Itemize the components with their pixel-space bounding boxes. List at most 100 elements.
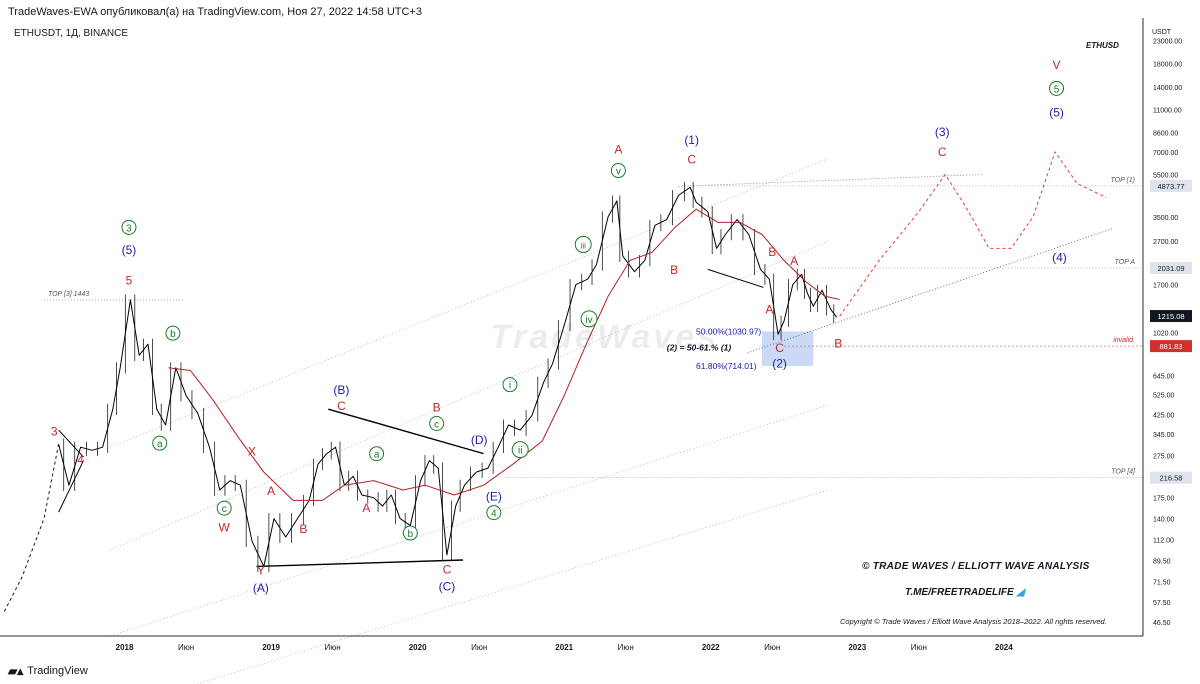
tradingview-logo[interactable]: ▰▴ TradingView (8, 664, 88, 678)
price-badge (1150, 471, 1192, 484)
wave-label-text: A (765, 302, 773, 316)
wave-label-text: c (434, 419, 439, 430)
wave-label: B (768, 245, 776, 259)
wave-label-text: W (219, 520, 231, 534)
reference-label: TOP [4] (1111, 469, 1136, 476)
wave-label: 4 (77, 453, 84, 467)
y-tick-label: 3500.00 (1153, 215, 1178, 222)
y-tick-label: 18000.00 (1153, 61, 1182, 68)
wave-label-text: b (408, 529, 414, 540)
price-badge-label: 2031.09 (1157, 264, 1184, 273)
wave-label-circle (486, 505, 502, 521)
wave-label-text: C (443, 562, 452, 576)
y-tick-label: 2700.00 (1153, 239, 1178, 246)
wave-label-text: A (267, 484, 275, 498)
x-tick-label: 2020 (409, 643, 427, 652)
trendline (328, 408, 484, 455)
x-tick-label: 2021 (555, 643, 573, 652)
wave-label: (B) (333, 383, 349, 397)
wave-label-text: B (670, 263, 678, 277)
wave-label-text: A (790, 254, 798, 268)
telegram-icon: ◢ (1016, 587, 1025, 598)
wave-label-text: X (248, 444, 256, 458)
wave-label-text: (5) (122, 243, 137, 257)
wave-label-text: B (299, 522, 307, 536)
watermark: TradeWaves (490, 318, 720, 356)
wave-label: 5 (1049, 80, 1065, 96)
wave-label: B (834, 336, 842, 350)
wave-label-circle (429, 415, 445, 431)
wave-label-text: B (768, 245, 776, 259)
wave-label-circle (574, 235, 592, 253)
y-tick-label: 7000.00 (1153, 150, 1178, 157)
wave-label-text: (4) (1052, 250, 1067, 264)
wave-label-circle (610, 163, 626, 179)
wave-label: a (369, 446, 385, 462)
price-badge (1150, 261, 1192, 274)
wave-label: c (429, 415, 445, 431)
wave-label: C (443, 562, 452, 576)
y-tick-label: 175.00 (1153, 496, 1175, 503)
wave-label-circle (369, 446, 385, 462)
price-badge-label: 216.58 (1160, 474, 1183, 483)
y-tick-label: 1020.00 (1153, 330, 1178, 337)
y-tick-label: 275.00 (1153, 453, 1175, 460)
wave-label: C (337, 399, 346, 413)
wave-label: 4 (486, 505, 502, 521)
wave-label: a (152, 435, 168, 451)
wave-label-text: C (938, 145, 947, 159)
wave-label: (C) (439, 579, 456, 593)
wave-label-text: C (775, 341, 784, 355)
wave-label: A (362, 501, 370, 515)
reference-label: invalid. (1113, 337, 1135, 344)
wave-label-text: (E) (486, 489, 502, 503)
x-tick-label: 2019 (262, 643, 280, 652)
x-tick-label: Июн (911, 643, 927, 652)
y-tick-label: 112.00 (1153, 537, 1174, 544)
y-tick-label: 89.50 (1153, 559, 1171, 566)
x-tick-label: Июн (471, 643, 487, 652)
wave-label-text: v (616, 167, 621, 178)
wave-label-text: i (509, 381, 511, 392)
wave-label: c (216, 500, 232, 516)
chart-label: ETHUSD (1086, 41, 1119, 50)
y-tick-label: 1700.00 (1153, 283, 1178, 290)
wave-label-text: 5 (126, 274, 133, 288)
wave-label: iii (574, 235, 592, 253)
wave-label-text: (A) (253, 581, 269, 595)
wave-label-text: B (433, 400, 441, 414)
fib-label: 50.00%(1030.97) (696, 326, 761, 336)
y-tick-label: 345.00 (1153, 432, 1175, 439)
wave-label-circle (1049, 80, 1065, 96)
wave-label-circle (511, 441, 529, 459)
wave-label: 3 (121, 219, 137, 235)
fib-zone (762, 331, 814, 366)
y-axis-panel (1143, 0, 1200, 660)
wave-label: A (790, 254, 798, 268)
wave-label: C (775, 341, 784, 355)
fib-layer: 50.00%(1030.97) 61.80%(714.01) (2) = 50-61… (667, 326, 814, 371)
y-tick-label: 46.50 (1153, 620, 1171, 627)
y-tick-label: 5500.00 (1153, 173, 1178, 180)
series-moving-average (168, 208, 840, 501)
wave-label-text: (D) (471, 433, 488, 447)
wave-label-text: (C) (439, 579, 456, 593)
wave-label-text: 3 (51, 424, 58, 438)
telegram-link[interactable]: T.ME/FREETRADELIFE ◢ (905, 587, 1025, 598)
y-tick-label: 525.00 (1153, 393, 1175, 400)
wave-label: b (402, 525, 418, 541)
price-badge-label: 4873.77 (1157, 182, 1184, 191)
wave-label: i (502, 377, 518, 393)
wave-label-text: 5 (1054, 84, 1060, 95)
axes: USDT 23000.00 18000.00 14000.00 11000.00 8600… (0, 0, 1200, 660)
fib-label: 61.80%(714.01) (696, 361, 757, 371)
wave-label-text: c (222, 504, 227, 515)
wave-label: B (299, 522, 307, 536)
wave-label: (4) (1052, 250, 1067, 264)
wave-label-text: (2) (772, 357, 787, 371)
x-tick-label: Июн (764, 643, 780, 652)
wave-label-text: a (157, 439, 163, 450)
wave-label-text: 3 (126, 223, 132, 234)
tradingview-logo-icon: ▰▴ (8, 664, 24, 678)
